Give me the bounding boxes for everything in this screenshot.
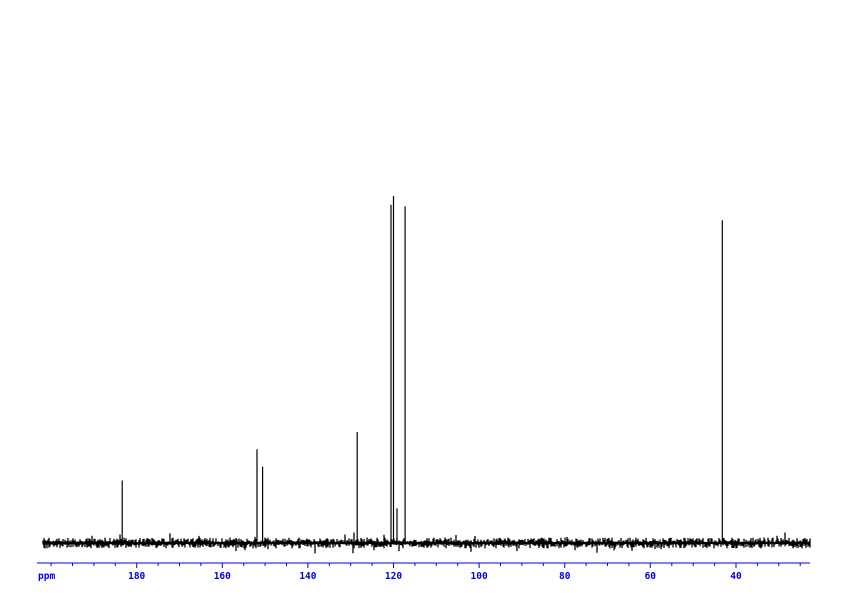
x-axis-tick-label: 60 <box>645 571 657 582</box>
x-axis-unit-label: ppm <box>38 571 55 582</box>
x-axis-tick-label: 40 <box>730 571 742 582</box>
baseline-noise-trace <box>42 532 811 554</box>
x-axis-tick-label: 120 <box>385 571 402 582</box>
x-axis-tick-label: 180 <box>128 571 145 582</box>
x-axis-tick-label: 160 <box>214 571 231 582</box>
x-axis-tick-label: 80 <box>559 571 571 582</box>
x-axis-tick-label: 140 <box>299 571 316 582</box>
x-axis-tick-label: 100 <box>471 571 488 582</box>
x-axis: 180 160 140 120 100 80 60 40 ppm <box>37 562 810 582</box>
peaks-group <box>121 196 723 543</box>
